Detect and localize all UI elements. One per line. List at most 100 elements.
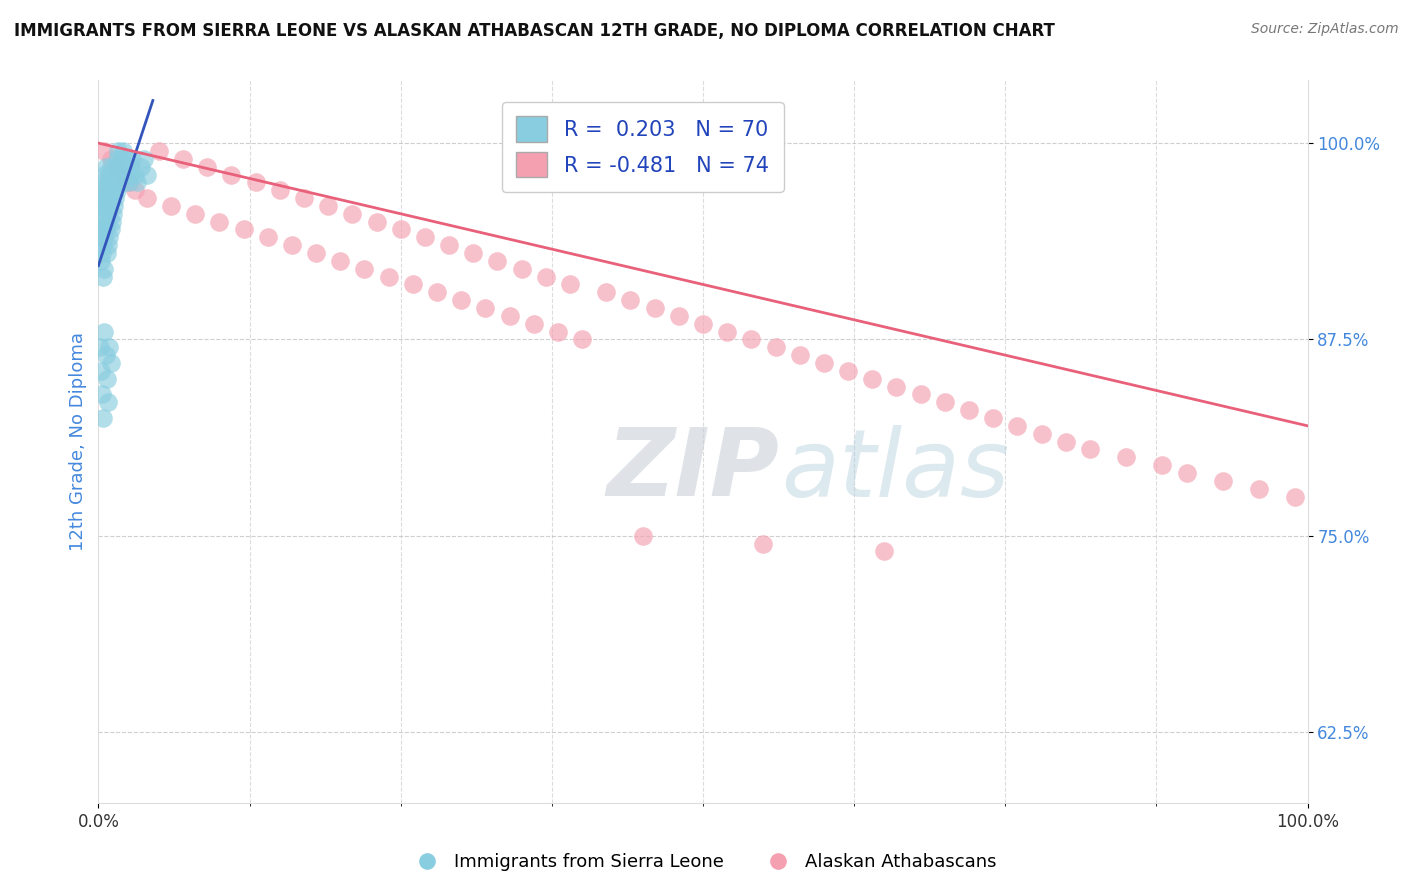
Point <box>108 160 131 174</box>
Point <box>450 293 472 308</box>
Point <box>1054 434 1077 449</box>
Text: Source: ZipAtlas.com: Source: ZipAtlas.com <box>1251 22 1399 37</box>
Point <box>413 230 436 244</box>
Point <box>104 191 127 205</box>
Point <box>1152 458 1174 472</box>
Point <box>1078 442 1101 457</box>
Point <box>101 207 124 221</box>
Point <box>97 207 120 221</box>
Point <box>366 214 388 228</box>
Point <box>668 309 690 323</box>
Point <box>765 340 787 354</box>
Point <box>1007 418 1029 433</box>
Point <box>221 168 243 182</box>
Point <box>93 325 115 339</box>
Point <box>100 183 122 197</box>
Point <box>195 160 218 174</box>
Point <box>316 199 339 213</box>
Point <box>96 183 118 197</box>
Point <box>124 183 146 197</box>
Point <box>329 254 352 268</box>
Point <box>91 411 114 425</box>
Point <box>135 168 157 182</box>
Point <box>426 285 449 300</box>
Point <box>98 168 121 182</box>
Point <box>281 238 304 252</box>
Point <box>100 356 122 370</box>
Point <box>100 160 122 174</box>
Point <box>1284 490 1306 504</box>
Point <box>208 214 231 228</box>
Point <box>89 199 111 213</box>
Point <box>94 348 117 362</box>
Point <box>402 277 425 292</box>
Point <box>619 293 641 308</box>
Point <box>98 340 121 354</box>
Point <box>93 168 115 182</box>
Point <box>89 340 111 354</box>
Point <box>100 152 122 166</box>
Point <box>90 191 112 205</box>
Point <box>94 191 117 205</box>
Point <box>94 222 117 236</box>
Point <box>1175 466 1198 480</box>
Point <box>115 160 138 174</box>
Point <box>148 144 170 158</box>
Point <box>90 222 112 236</box>
Point <box>91 269 114 284</box>
Point <box>91 246 114 260</box>
Point <box>910 387 932 401</box>
Point <box>107 175 129 189</box>
Point <box>631 529 654 543</box>
Point <box>837 364 859 378</box>
Point <box>498 309 520 323</box>
Point <box>107 144 129 158</box>
Point <box>184 207 207 221</box>
Point <box>105 183 128 197</box>
Point <box>1115 450 1137 465</box>
Point <box>91 183 114 197</box>
Point <box>860 372 883 386</box>
Point <box>91 238 114 252</box>
Point <box>269 183 291 197</box>
Point <box>96 372 118 386</box>
Point <box>595 285 617 300</box>
Point <box>89 230 111 244</box>
Text: ZIP: ZIP <box>606 425 779 516</box>
Point <box>117 152 139 166</box>
Point <box>118 175 141 189</box>
Point <box>104 160 127 174</box>
Point <box>1031 426 1053 441</box>
Point <box>105 152 128 166</box>
Point <box>813 356 835 370</box>
Point <box>100 191 122 205</box>
Point <box>873 544 896 558</box>
Point <box>1249 482 1271 496</box>
Point <box>100 222 122 236</box>
Point <box>886 379 908 393</box>
Point <box>716 325 738 339</box>
Point <box>103 168 125 182</box>
Point <box>98 230 121 244</box>
Point <box>740 333 762 347</box>
Point <box>994 812 1017 826</box>
Point <box>111 168 134 182</box>
Point <box>118 175 141 189</box>
Point <box>93 144 115 158</box>
Point <box>389 222 412 236</box>
Point <box>91 175 114 189</box>
Point <box>486 254 509 268</box>
Point <box>91 387 114 401</box>
Point <box>342 207 364 221</box>
Point <box>127 175 149 189</box>
Point <box>114 168 136 182</box>
Point <box>547 325 569 339</box>
Point <box>91 207 114 221</box>
Point <box>474 301 496 315</box>
Point <box>353 261 375 276</box>
Point <box>160 199 183 213</box>
Point <box>90 364 112 378</box>
Point <box>98 199 121 213</box>
Point <box>752 536 775 550</box>
Point <box>957 403 980 417</box>
